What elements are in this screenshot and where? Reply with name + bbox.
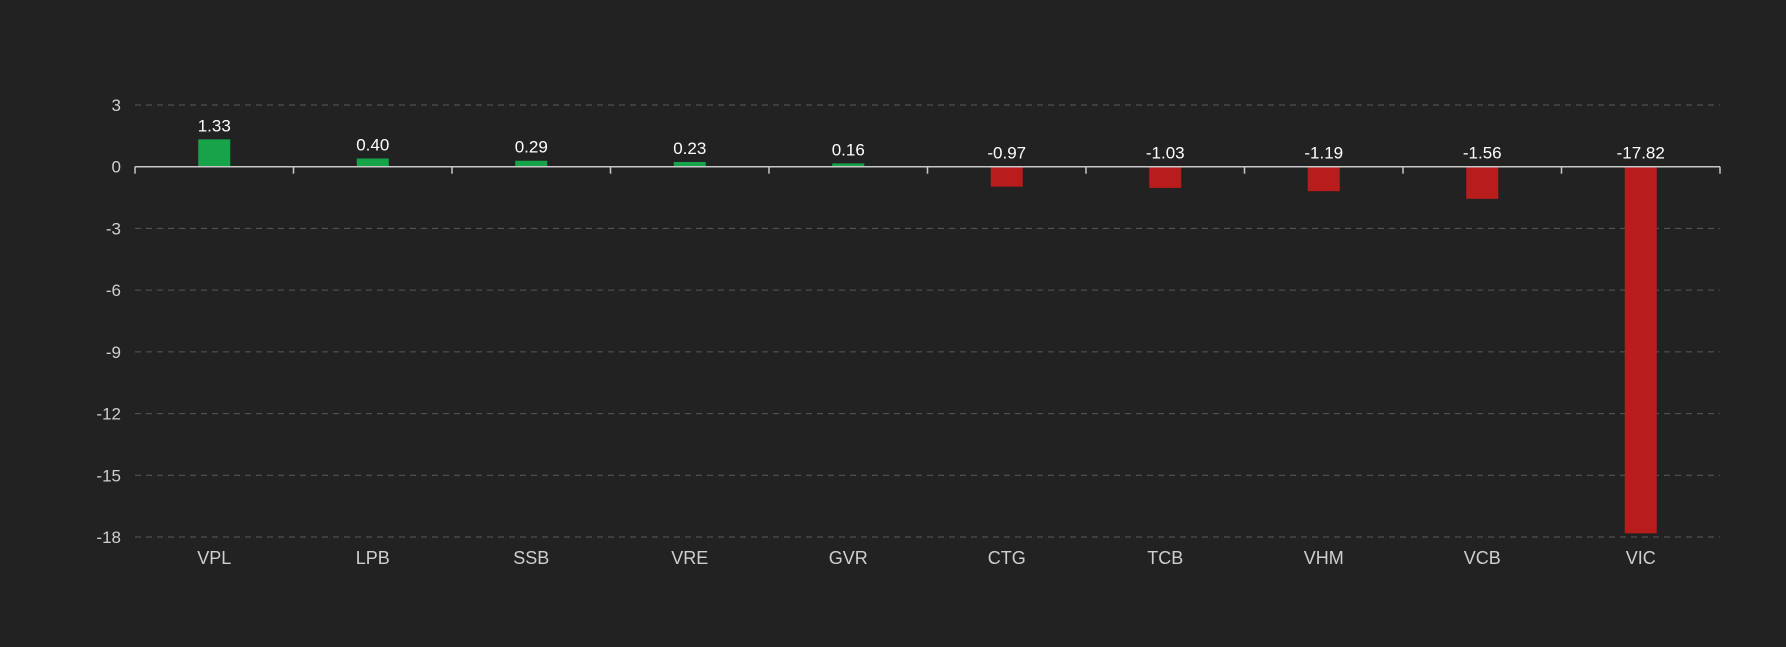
axis-layer xyxy=(134,165,1721,174)
x-tick-label-vpl: VPL xyxy=(197,548,231,568)
data-label-vcb: -1.56 xyxy=(1463,144,1502,163)
y-tick-label-4: -9 xyxy=(106,343,121,362)
data-label-lpb: 0.40 xyxy=(356,135,389,154)
y-tick-label-5: -12 xyxy=(96,405,121,424)
grid-layer xyxy=(135,104,1720,538)
data-label-vpl: 1.33 xyxy=(198,116,231,135)
x-tick-label-lpb: LPB xyxy=(356,548,390,568)
x-tick-label-ctg: CTG xyxy=(988,548,1026,568)
y-tick-label-2: -3 xyxy=(106,219,121,238)
data-label-ssb: 0.29 xyxy=(515,138,548,157)
x-tick-label-gvr: GVR xyxy=(829,548,868,568)
bar-ctg[interactable] xyxy=(990,166,1023,187)
y-tick-label-1: 0 xyxy=(112,158,121,177)
label-layer: 3 0 -3 -6 -9 -12 -15 -18 1.33 VPL 0.40 LPB 0.29 SSB 0.… xyxy=(96,96,1664,568)
bar-vre[interactable] xyxy=(673,161,706,167)
bar-gvr[interactable] xyxy=(832,163,865,167)
x-tick-label-vcb: VCB xyxy=(1464,548,1501,568)
bar-vcb[interactable] xyxy=(1466,166,1499,199)
data-label-gvr: 0.16 xyxy=(832,140,865,159)
data-label-ctg: -0.97 xyxy=(987,144,1026,163)
x-tick-label-vic: VIC xyxy=(1626,548,1656,568)
y-tick-label-7: -18 xyxy=(96,528,121,547)
bar-vhm[interactable] xyxy=(1307,166,1340,192)
x-tick-label-vhm: VHM xyxy=(1304,548,1344,568)
bar-ssb[interactable] xyxy=(515,160,548,167)
bar-layer xyxy=(198,139,1657,534)
data-label-vhm: -1.19 xyxy=(1304,144,1343,163)
x-tick-label-tcb: TCB xyxy=(1147,548,1183,568)
y-tick-label-3: -6 xyxy=(106,281,121,300)
x-tick-label-vre: VRE xyxy=(671,548,708,568)
data-label-vic: -17.82 xyxy=(1617,144,1665,163)
y-tick-label-0: 3 xyxy=(112,96,121,115)
data-label-tcb: -1.03 xyxy=(1146,144,1185,163)
data-label-vre: 0.23 xyxy=(673,139,706,158)
bar-lpb[interactable] xyxy=(356,158,389,167)
bar-vpl[interactable] xyxy=(198,139,231,167)
y-tick-label-6: -15 xyxy=(96,466,121,485)
x-tick-label-ssb: SSB xyxy=(513,548,549,568)
bar-tcb[interactable] xyxy=(1149,166,1182,188)
bar-vic[interactable] xyxy=(1624,166,1657,534)
